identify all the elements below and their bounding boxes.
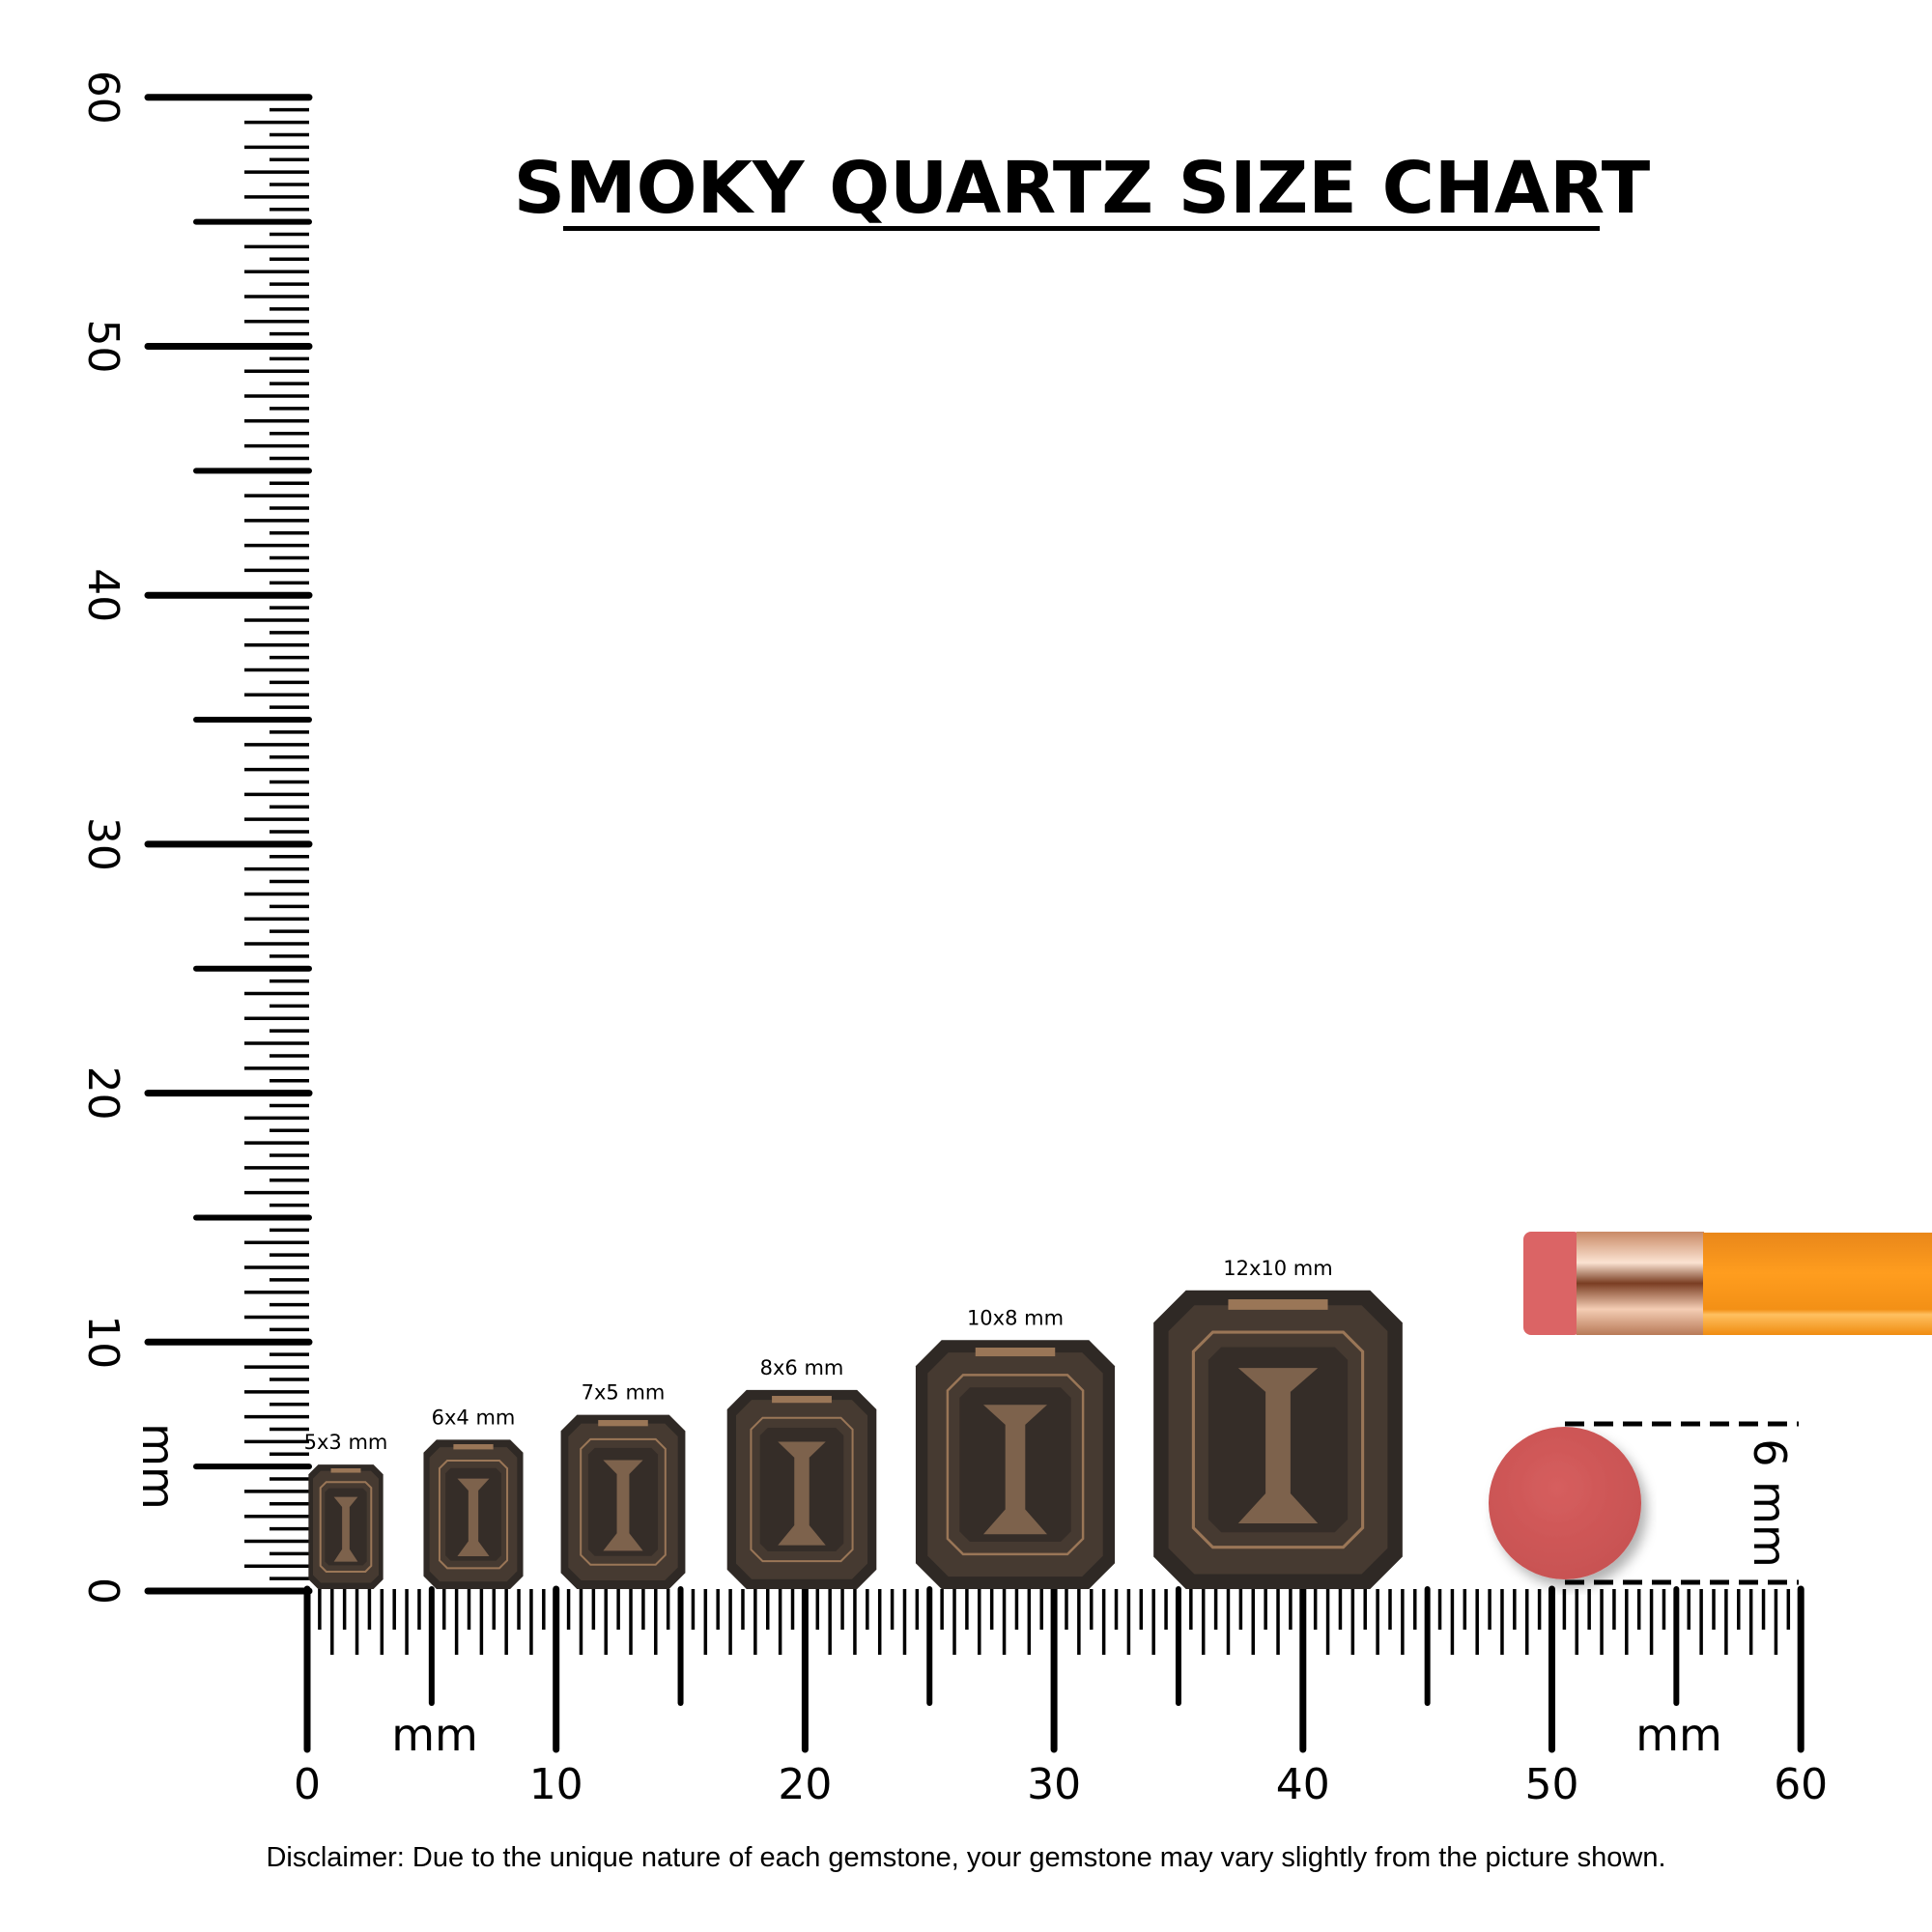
gem-top-highlight	[330, 1468, 361, 1473]
gem-facet-step	[750, 1416, 854, 1563]
gem-size-label: 10x8 mm	[967, 1306, 1064, 1329]
title-underline	[563, 226, 1600, 231]
disclaimer-text: Disclaimer: Due to the unique nature of …	[266, 1842, 1665, 1873]
pencil-image	[1523, 1232, 1932, 1335]
gem-center-facet	[983, 1405, 1047, 1535]
horizontal-ruler-label: 30	[1027, 1760, 1081, 1809]
gem-center-facet	[1237, 1368, 1319, 1523]
horizontal-unit-label-left: mm	[391, 1709, 478, 1761]
gem-facet-step	[580, 1437, 667, 1566]
eraser	[1523, 1232, 1581, 1335]
horizontal-ruler-label: 10	[529, 1760, 583, 1809]
gem-facet-step	[946, 1374, 1085, 1556]
gem-facet-step	[438, 1460, 509, 1570]
horizontal-ruler-label: 0	[294, 1760, 321, 1809]
gem-12x10-mm: 12x10 mm	[1153, 1257, 1403, 1589]
eraser-dot-size-label: 6 mm	[1744, 1438, 1796, 1568]
gem-10x8-mm: 10x8 mm	[915, 1306, 1116, 1589]
horizontal-ruler-label: 50	[1525, 1760, 1579, 1809]
pencil-body	[1703, 1233, 1932, 1335]
gem-6x4-mm: 6x4 mm	[423, 1406, 524, 1589]
vertical-ruler-label: 30	[78, 817, 128, 871]
gem-top-highlight	[598, 1420, 648, 1427]
vertical-ruler-label: 20	[78, 1066, 128, 1121]
gem-top-highlight	[975, 1348, 1056, 1357]
vertical-ruler: 0 10 20 30 40 50 60	[78, 71, 313, 1605]
gem-facet-step	[1191, 1330, 1365, 1549]
vertical-unit-label: mm	[132, 1423, 185, 1510]
horizontal-unit-label-right: mm	[1635, 1709, 1722, 1761]
vertical-ruler-label: 60	[78, 71, 128, 125]
horizontal-ruler: 0 10 20 30 40 50 60	[294, 1585, 1828, 1809]
gem-center-facet	[778, 1441, 826, 1546]
gem-size-label: 5x3 mm	[304, 1431, 388, 1454]
vertical-ruler-label: 10	[78, 1315, 128, 1369]
horizontal-ruler-label: 20	[778, 1760, 832, 1809]
gem-center-facet	[457, 1478, 490, 1556]
gem-5x3-mm: 5x3 mm	[304, 1431, 388, 1589]
gem-center-facet	[333, 1496, 358, 1562]
vertical-ruler-label: 0	[78, 1577, 128, 1605]
gem-center-facet	[603, 1460, 643, 1551]
gem-size-label: 7x5 mm	[582, 1381, 666, 1405]
eraser-dot-reference	[1489, 1427, 1641, 1579]
gem-top-highlight	[772, 1396, 832, 1404]
gem-facet-step	[319, 1481, 373, 1573]
horizontal-ruler-label: 60	[1774, 1760, 1828, 1809]
horizontal-ruler-label: 40	[1276, 1760, 1330, 1809]
gem-top-highlight	[1228, 1299, 1328, 1310]
gem-8x6-mm: 8x6 mm	[726, 1356, 877, 1589]
vertical-ruler-label: 40	[78, 568, 128, 622]
ferrule	[1577, 1232, 1704, 1335]
gem-size-label: 8x6 mm	[760, 1356, 844, 1379]
chart-title: SMOKY QUARTZ SIZE CHART	[514, 147, 1651, 230]
vertical-ruler-label: 50	[78, 320, 128, 374]
gem-7x5-mm: 7x5 mm	[560, 1381, 686, 1589]
gem-size-label: 6x4 mm	[432, 1406, 516, 1429]
gem-row: 5x3 mm 6x4 mm 7x5 mm 8x6 mm 10x8 mm 12x10 mm	[304, 1257, 1403, 1589]
gem-top-highlight	[453, 1444, 494, 1450]
gem-size-label: 12x10 mm	[1223, 1257, 1332, 1280]
